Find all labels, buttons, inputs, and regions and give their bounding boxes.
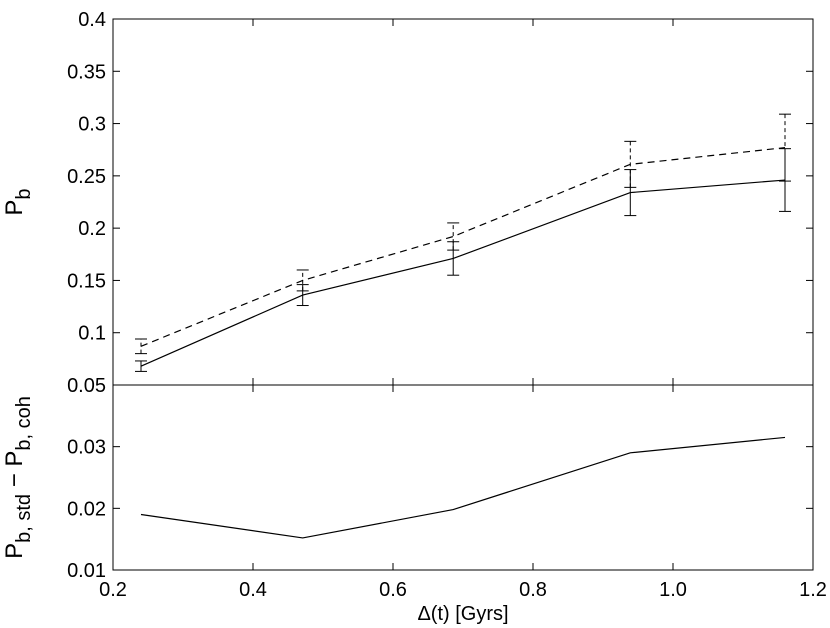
y-axis-label-part: b bbox=[13, 188, 35, 199]
x-tick-label: 0.2 bbox=[99, 579, 127, 601]
y-tick-label: 0.05 bbox=[67, 375, 106, 397]
x-tick-label: 0.4 bbox=[239, 579, 267, 601]
y-axis-label-part: b, coh bbox=[13, 396, 35, 450]
series-line bbox=[140, 147, 786, 347]
error-bar bbox=[447, 222, 460, 251]
y-tick-label: 0.25 bbox=[67, 166, 106, 188]
y-axis-label-part: b, std bbox=[13, 494, 35, 543]
y-tick-label: 0.2 bbox=[78, 218, 106, 240]
y-axis-label-part: P bbox=[1, 543, 28, 559]
y-tick-label: 0.35 bbox=[67, 61, 106, 83]
error-bar bbox=[135, 338, 147, 355]
y-tick-label: 0.03 bbox=[67, 437, 106, 459]
error-bar bbox=[296, 269, 309, 292]
x-tick-label: 1.0 bbox=[659, 579, 687, 601]
y-tick-label: 0.01 bbox=[67, 560, 106, 582]
series-line bbox=[140, 436, 786, 539]
y-tick-label: 0.1 bbox=[78, 323, 106, 345]
plot-frame bbox=[112, 18, 814, 386]
y-axis-label: Pb bbox=[1, 188, 35, 215]
y-axis-label-part: − P bbox=[1, 451, 28, 494]
error-bar bbox=[135, 360, 147, 372]
plot-frame bbox=[112, 384, 814, 571]
y-tick-label: 0.3 bbox=[78, 114, 106, 136]
series-line bbox=[140, 179, 786, 367]
error-bar bbox=[779, 113, 791, 182]
error-bar bbox=[624, 140, 637, 188]
x-axis-label: Δ(t) [Gyrs] bbox=[417, 603, 508, 625]
y-axis-label: Pb, std − Pb, coh bbox=[1, 396, 35, 559]
x-tick-label: 0.8 bbox=[519, 579, 547, 601]
y-tick-label: 0.02 bbox=[67, 498, 106, 520]
y-tick-label: 0.15 bbox=[67, 270, 106, 292]
x-tick-label: 1.2 bbox=[799, 579, 827, 601]
y-tick-label: 0.4 bbox=[78, 9, 106, 31]
x-tick-label: 0.6 bbox=[379, 579, 407, 601]
y-axis-label-part: P bbox=[1, 200, 28, 216]
